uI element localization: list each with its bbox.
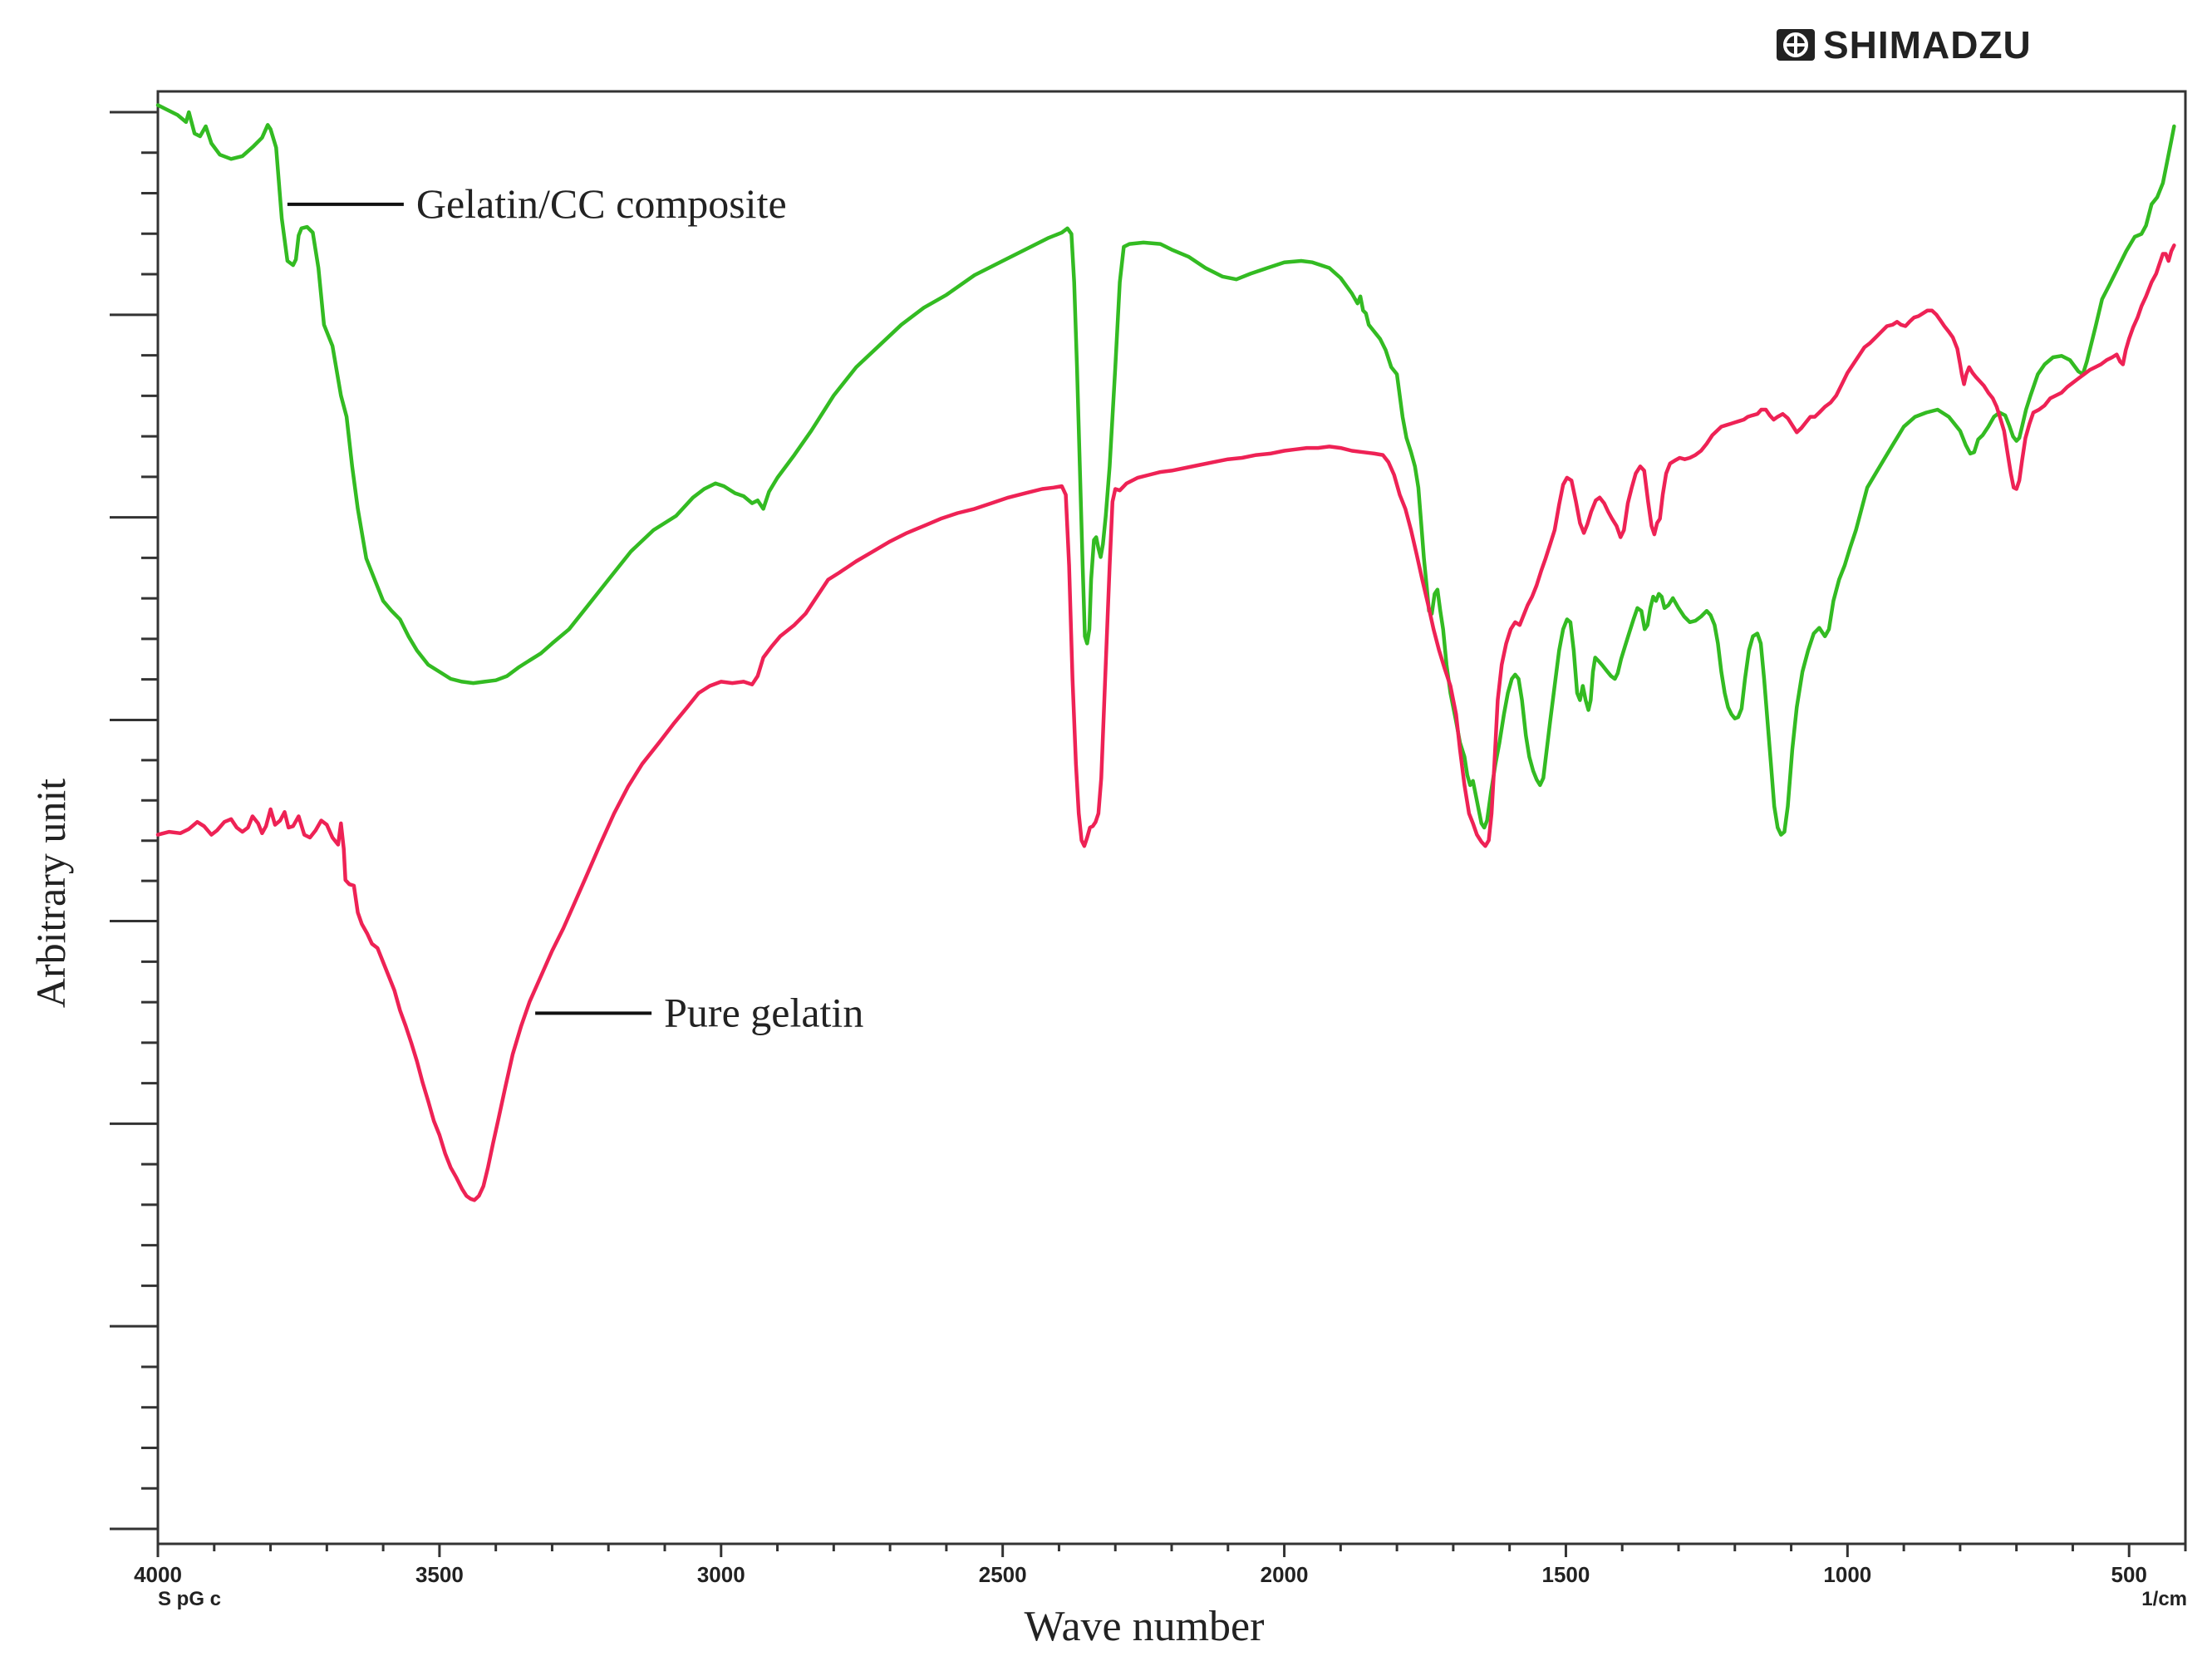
- x-tick-label: 2000: [1261, 1562, 1309, 1587]
- x-axis-ticks: [156, 1544, 2187, 1557]
- corner-label: S pG c: [158, 1588, 221, 1610]
- x-tick-label: 1500: [1542, 1562, 1590, 1587]
- annotation-label: Pure gelatin: [664, 989, 863, 1035]
- x-tick-label: 3000: [697, 1562, 745, 1587]
- annotation-layer: Gelatin/CC composite Pure gelatin: [287, 180, 863, 1035]
- y-axis-title: Arbitrary unit: [27, 779, 74, 1008]
- x-tick-label: 4000: [134, 1562, 182, 1587]
- annotation-label: Gelatin/CC composite: [416, 180, 787, 227]
- y-axis-ticks: [110, 111, 158, 1531]
- brand-logo: SHIMADZU: [1777, 23, 2032, 66]
- x-tick-label: 3500: [415, 1562, 464, 1587]
- series-line: [155, 243, 2176, 1202]
- series-line: [155, 103, 2176, 837]
- series-layer: [155, 103, 2176, 1202]
- x-tick-label: 500: [2111, 1562, 2147, 1587]
- x-axis-title: Wave number: [1025, 1603, 1265, 1650]
- brand-name: SHIMADZU: [1823, 23, 2032, 66]
- x-tick-label: 1000: [1823, 1562, 1871, 1587]
- x-axis-unit: 1/cm: [2141, 1588, 2187, 1610]
- x-tick-label: 2500: [979, 1562, 1027, 1587]
- x-axis-tick-labels: 4000 3500 3000 2500 2000 1500 1000 500: [134, 1562, 2147, 1587]
- plot-frame: [156, 90, 2187, 1546]
